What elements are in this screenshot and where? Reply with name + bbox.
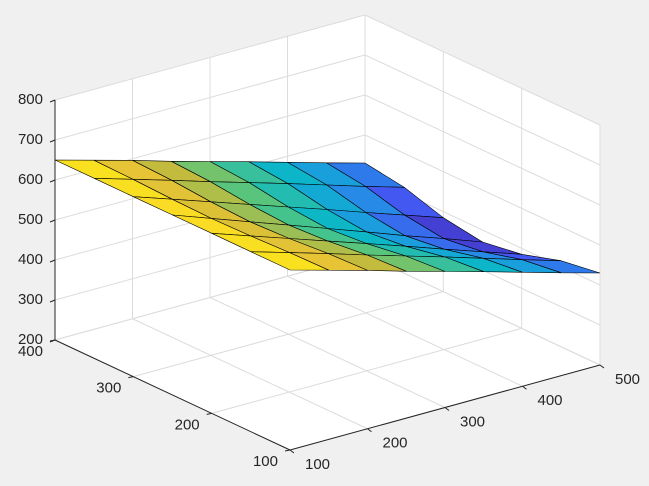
tick-mark [206, 412, 212, 415]
tick-mark [49, 219, 56, 223]
grid-line [364, 14, 601, 126]
y-tick-label: 200 [175, 416, 200, 433]
tick-mark [284, 449, 291, 452]
z-tick-label: 200 [18, 331, 43, 348]
grid-line [209, 297, 446, 408]
axis-line [54, 339, 291, 451]
grid-line [132, 318, 368, 430]
tick-mark [128, 376, 134, 379]
tick-mark [599, 364, 605, 369]
z-tick-label: 600 [18, 171, 43, 188]
tick-mark [49, 179, 56, 183]
x-tick-label: 400 [538, 392, 563, 409]
z-tick-label: 400 [18, 251, 43, 268]
grid-line [364, 254, 601, 366]
z-tick-label: 500 [18, 211, 43, 228]
grid-line [211, 327, 522, 414]
z-tick-label: 700 [18, 131, 43, 148]
tick-mark [367, 428, 372, 433]
y-tick-label: 100 [253, 453, 278, 470]
grid-line [287, 275, 523, 387]
x-tick-label: 100 [305, 456, 330, 473]
grid-line [364, 94, 601, 206]
tick-mark [49, 299, 56, 303]
x-tick-label: 300 [460, 413, 485, 430]
grid-line [364, 134, 601, 246]
tick-mark [289, 449, 295, 454]
surface-face [250, 251, 329, 271]
y-tick-label: 300 [96, 380, 121, 397]
z-tick-label: 300 [18, 291, 43, 308]
tick-mark [49, 139, 56, 143]
y-tick-label: 400 [18, 343, 43, 360]
x-tick-label: 200 [383, 435, 408, 452]
grid-line [364, 54, 601, 166]
tick-mark [49, 99, 56, 103]
z-tick-label: 800 [18, 91, 43, 108]
x-tick-label: 500 [615, 371, 640, 388]
grid-line [133, 291, 444, 378]
tick-mark [444, 407, 450, 411]
tick-mark [522, 385, 527, 390]
tick-mark [49, 259, 56, 263]
tick-mark [49, 339, 56, 342]
